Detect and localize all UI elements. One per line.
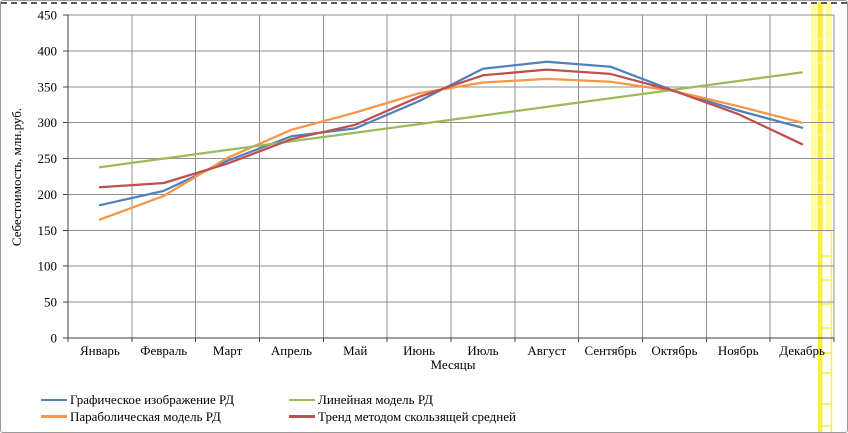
y-tick-label: 200 <box>38 187 58 202</box>
y-tick-label: 400 <box>38 43 58 58</box>
x-tick-label: Июль <box>467 343 498 358</box>
x-axis-title: Месяцы <box>431 357 476 372</box>
y-tick-label: 150 <box>38 223 58 238</box>
legend-label: Параболическая модель РД <box>70 408 221 424</box>
series-line[interactable] <box>98 71 804 169</box>
legend-item[interactable]: Параболическая модель РД <box>41 408 221 424</box>
x-tick-label: Декабрь <box>779 343 825 358</box>
y-tick-label: 0 <box>51 331 58 346</box>
x-tick-labels: Январь Февраль Март Апрель Май Июнь Июль Август… <box>80 343 825 358</box>
legend-item[interactable]: Линейная модель РД <box>289 392 433 407</box>
x-tick-label: Январь <box>80 343 120 358</box>
x-tick-label: Сентябрь <box>585 343 637 358</box>
series-line[interactable] <box>98 68 804 189</box>
highlighted-worksheet-column[interactable] <box>811 2 833 433</box>
legend-swatch-line <box>41 398 67 402</box>
y-tick-label: 50 <box>44 295 57 310</box>
data-series-lines <box>98 60 804 221</box>
x-tick-label: Ноябрь <box>718 343 759 358</box>
x-tick-label: Август <box>527 343 566 358</box>
legend-swatch-line <box>289 415 315 418</box>
axes <box>63 14 835 342</box>
y-tick-label: 100 <box>38 259 58 274</box>
legend-label: Тренд методом скользящей средней <box>318 408 516 424</box>
x-tick-label: Февраль <box>140 343 187 358</box>
legend-swatch-line <box>41 415 67 418</box>
x-tick-label: Май <box>343 343 367 358</box>
x-tick-label: Июнь <box>403 343 435 358</box>
y-tick-label: 350 <box>38 79 58 94</box>
y-tick-labels: 0 50 100 150 200 250 300 350 400 450 <box>38 8 58 346</box>
series-line[interactable] <box>98 77 804 221</box>
legend-item[interactable]: Тренд методом скользящей средней <box>289 408 516 424</box>
legend-item[interactable]: Графическое изображение РД <box>41 392 235 407</box>
x-tick-label: Апрель <box>271 343 312 358</box>
y-tick-label: 450 <box>38 8 58 23</box>
x-tick-label: Октябрь <box>651 343 697 358</box>
legend-label: Графическое изображение РД <box>70 392 235 407</box>
page-break-dashed-line <box>1 2 847 4</box>
legend-swatch-line <box>289 398 315 402</box>
y-axis-title: Себестоимость, млн.руб. <box>9 108 24 246</box>
legend-label: Линейная модель РД <box>318 392 433 407</box>
y-tick-label: 250 <box>38 151 58 166</box>
x-tick-label: Март <box>213 343 243 358</box>
y-tick-label: 300 <box>38 115 58 130</box>
